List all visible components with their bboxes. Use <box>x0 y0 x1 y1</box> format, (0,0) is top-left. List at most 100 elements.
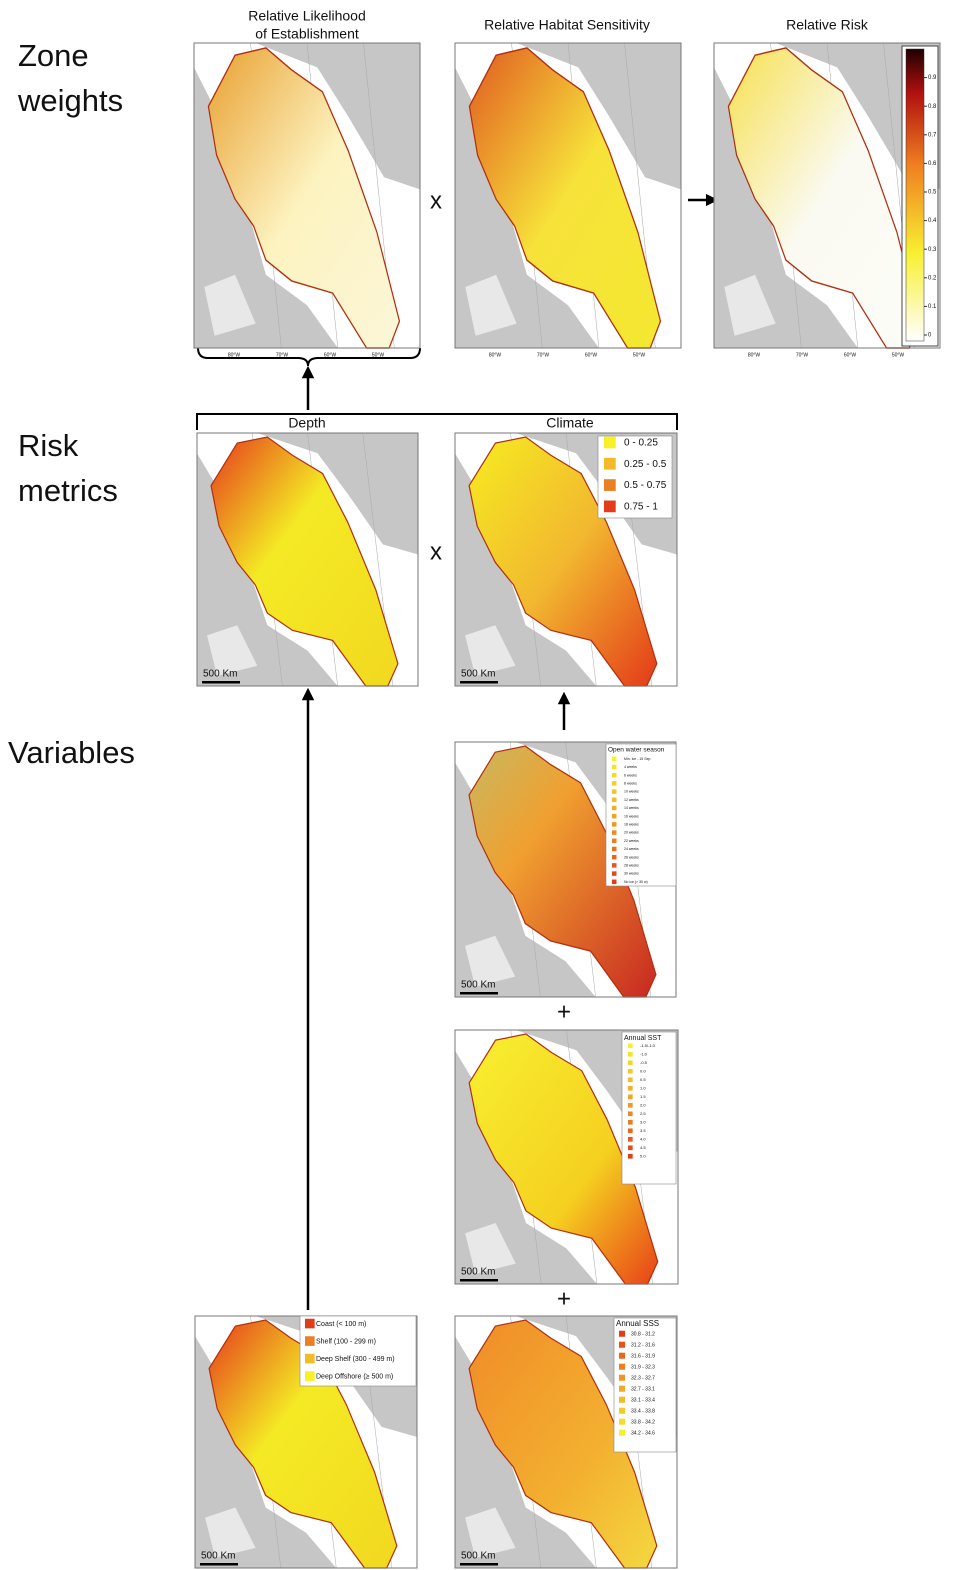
legend-title: Annual SST <box>624 1035 662 1042</box>
legend-swatch <box>628 1120 633 1125</box>
legend-label: Min. Ice - 15 Sep <box>624 757 651 761</box>
legend-label: 3.0 <box>640 1120 646 1125</box>
scale-bar <box>200 1563 238 1566</box>
legend-swatch <box>619 1375 625 1381</box>
legend-label: 22 weeks <box>624 839 639 843</box>
scale-bar <box>202 681 240 684</box>
panel-title: Climate <box>546 415 594 431</box>
legend-swatch <box>604 437 616 449</box>
legend-swatch <box>612 757 617 762</box>
legend-swatch <box>612 830 617 835</box>
legend-swatch <box>612 765 617 770</box>
colorbar-tick-label: 0.4 <box>928 218 937 224</box>
operator: x <box>430 187 442 214</box>
legend-swatch <box>612 806 617 811</box>
legend-label: Deep Offshore (≥ 500 m) <box>316 1373 393 1380</box>
legend-label: 34.2 - 34.6 <box>631 1430 655 1436</box>
legend-label: -1.0 <box>640 1052 648 1057</box>
legend-label: 5.0 <box>640 1154 646 1159</box>
legend-label: 31.6 - 31.9 <box>631 1353 655 1359</box>
legend-swatch <box>612 880 617 885</box>
panel-title: Relative Likelihood <box>248 8 366 24</box>
longitude-label: 60°W <box>324 352 337 358</box>
operator: + <box>557 998 571 1025</box>
legend-swatch <box>612 773 617 778</box>
longitude-label: 80°W <box>228 352 241 358</box>
longitude-label: 60°W <box>585 352 598 358</box>
colorbar-tick-label: 0.1 <box>928 304 937 310</box>
diagram: Zone weights Risk metrics Variables Rela… <box>0 0 962 1570</box>
legend-label: 0 - 0.25 <box>624 438 658 449</box>
legend-label: 4 weeks <box>624 765 637 769</box>
scale-bar <box>460 1563 498 1566</box>
legend-swatch <box>619 1397 625 1403</box>
legend-swatch <box>612 822 617 827</box>
legend-swatch <box>628 1060 633 1065</box>
legend-swatch <box>604 458 616 470</box>
legend-label: 3.5 <box>640 1128 646 1133</box>
legend-label: 32.7 - 33.1 <box>631 1386 655 1392</box>
legend-label: 0.75 - 1 <box>624 502 658 513</box>
legend-swatch <box>612 814 617 819</box>
legend-label: 4.0 <box>640 1137 646 1142</box>
legend-label: 24 weeks <box>624 847 639 851</box>
longitude-label: 60°W <box>844 352 857 358</box>
colorbar-tick-label: 0.6 <box>928 161 937 167</box>
legend-label: Deep Shelf (300 - 499 m) <box>316 1356 395 1363</box>
legend-swatch <box>612 855 617 860</box>
map <box>194 43 420 348</box>
legend-label: 30.8 - 31.2 <box>631 1331 655 1337</box>
legend-swatch <box>612 798 617 803</box>
legend-swatch <box>619 1430 625 1436</box>
legend-swatch <box>619 1364 625 1370</box>
colorbar-tick-label: 0.9 <box>928 75 937 81</box>
scale-bar-label: 500 Km <box>203 669 237 680</box>
legend-swatch <box>628 1052 633 1057</box>
panel-title: Relative Habitat Sensitivity <box>484 17 650 33</box>
legend-label: 0.25 - 0.5 <box>624 459 667 470</box>
longitude-label: 50°W <box>372 352 385 358</box>
legend-label: 31.2 - 31.6 <box>631 1342 655 1348</box>
legend-label: 2.0 <box>640 1103 646 1108</box>
longitude-label: 80°W <box>489 352 502 358</box>
legend-swatch <box>612 789 617 794</box>
legend-swatch <box>305 1319 315 1329</box>
legend-label: 26 weeks <box>624 855 639 859</box>
legend-swatch <box>612 871 617 876</box>
legend-swatch <box>305 1371 315 1381</box>
scale-bar-label: 500 Km <box>461 1551 495 1562</box>
legend-swatch <box>619 1331 625 1337</box>
legend-swatch <box>619 1419 625 1425</box>
panel-title: Relative Risk <box>786 17 869 33</box>
legend-swatch <box>628 1086 633 1091</box>
operator: x <box>430 538 442 565</box>
legend-swatch <box>619 1342 625 1348</box>
colorbar-tick-label: 0.5 <box>928 190 937 196</box>
colorbar-tick-label: 0.2 <box>928 275 937 281</box>
legend-swatch <box>612 839 617 844</box>
legend-swatch <box>619 1408 625 1414</box>
scale-bar-label: 500 Km <box>461 1267 495 1278</box>
row-label: Variables <box>8 735 135 770</box>
legend-swatch <box>305 1336 315 1346</box>
scale-bar-label: 500 Km <box>461 980 495 991</box>
map <box>197 433 418 686</box>
legend-title: Annual SSS <box>616 1319 659 1328</box>
longitude-label: 80°W <box>748 352 761 358</box>
operator: + <box>557 1285 571 1312</box>
legend-label: 6 weeks <box>624 773 637 777</box>
legend-label: 28 weeks <box>624 864 639 868</box>
legend-swatch <box>628 1145 633 1150</box>
legend-swatch <box>628 1137 633 1142</box>
legend-swatch <box>619 1386 625 1392</box>
legend-swatch <box>612 847 617 852</box>
legend-label: -1.5/-1.0 <box>640 1043 656 1048</box>
scale-bar-label: 500 Km <box>461 669 495 680</box>
legend-label: 1.5 <box>640 1094 646 1099</box>
colorbar-tick-label: 0.7 <box>928 132 937 138</box>
row-label: Risk <box>18 428 79 463</box>
scale-bar <box>460 992 498 995</box>
legend-label: 0.5 - 0.75 <box>624 480 667 491</box>
longitude-label: 50°W <box>633 352 646 358</box>
row-label: metrics <box>18 473 118 508</box>
